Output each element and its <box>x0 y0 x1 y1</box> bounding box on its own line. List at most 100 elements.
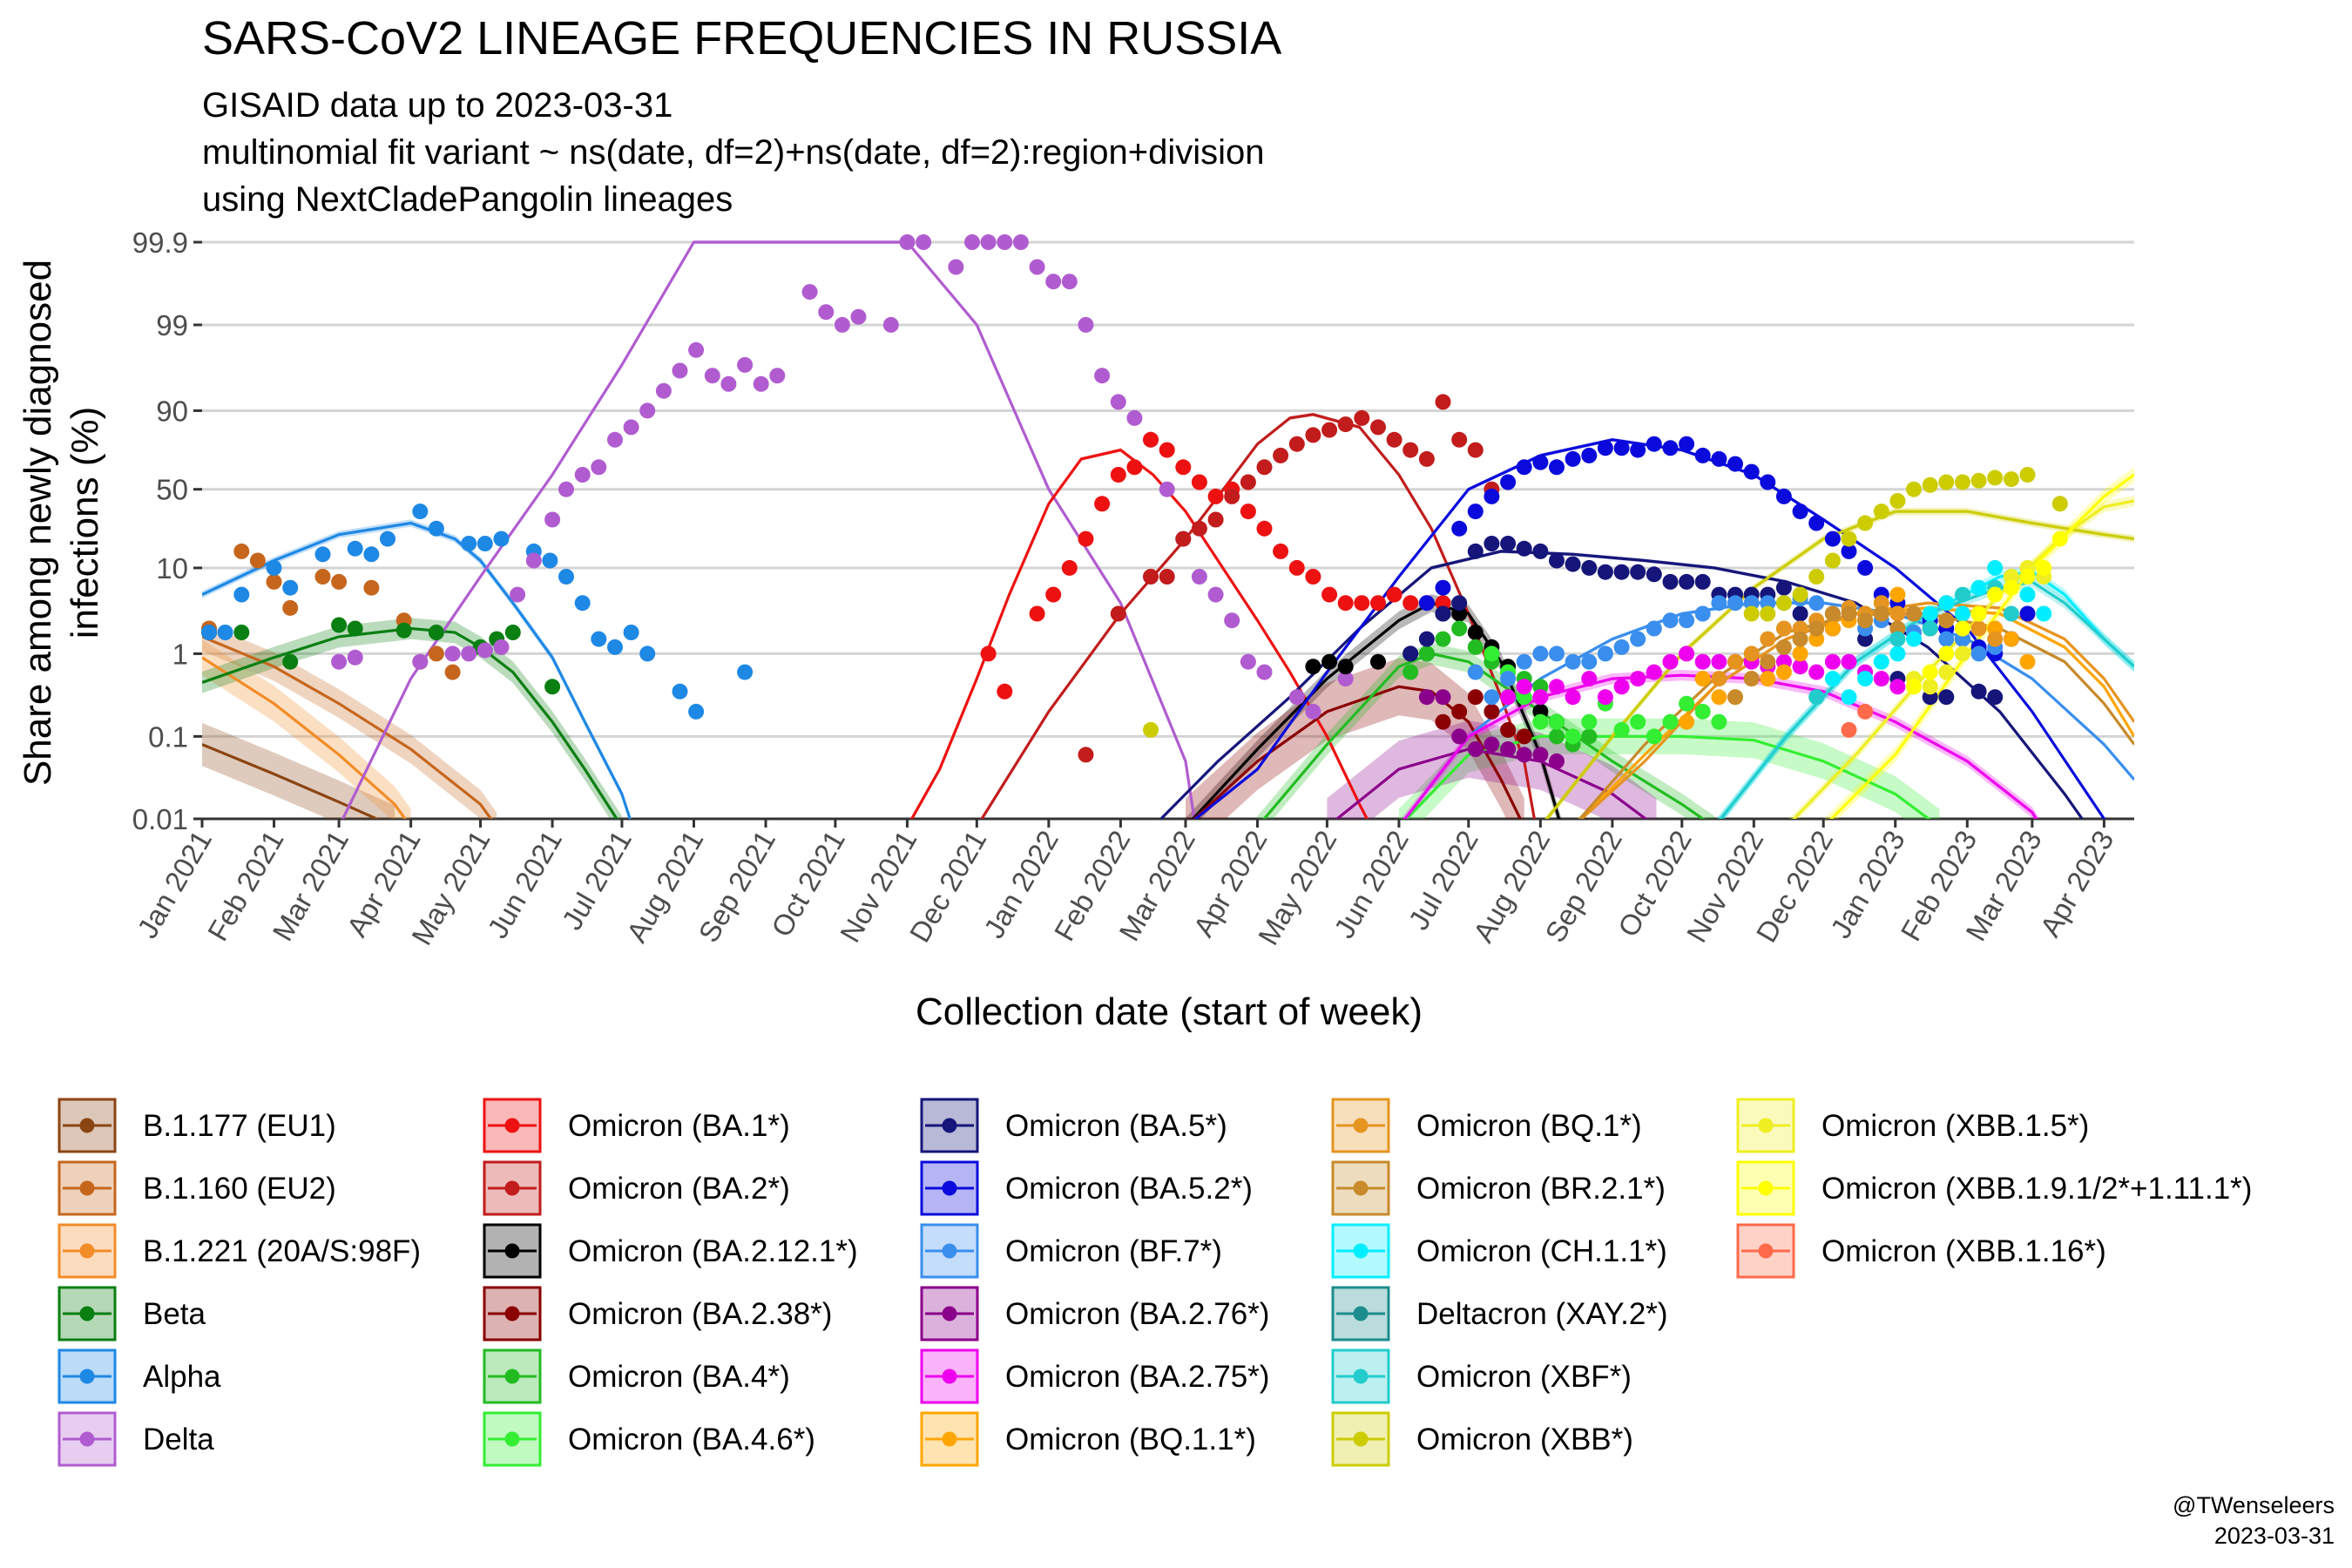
data-point <box>1532 454 1549 470</box>
data-point <box>1581 447 1598 463</box>
data-point <box>1256 664 1273 680</box>
data-point <box>1760 595 1776 612</box>
confidence-band <box>202 722 395 819</box>
data-point <box>1549 679 1565 695</box>
data-point <box>1500 741 1517 757</box>
data-point <box>331 617 348 633</box>
data-point <box>1500 671 1517 687</box>
data-point <box>1922 605 1938 622</box>
data-point <box>1418 689 1435 706</box>
data-point <box>1094 496 1111 512</box>
data-point <box>1110 605 1126 622</box>
data-point <box>1565 653 1581 670</box>
data-point <box>1694 703 1711 720</box>
legend-label: Delta <box>143 1423 214 1456</box>
data-point <box>1808 664 1825 680</box>
data-point <box>1370 419 1386 436</box>
data-point <box>655 382 672 399</box>
data-point <box>1841 543 1857 559</box>
data-point <box>753 375 769 392</box>
data-point <box>428 520 444 537</box>
data-point <box>1305 703 1321 720</box>
legend-key-point <box>504 1306 520 1321</box>
legend-label: Omicron (BA.2.76*) <box>1005 1297 1269 1331</box>
data-point <box>1775 595 1792 612</box>
data-point <box>1711 450 1727 467</box>
data-point <box>1435 579 1451 596</box>
data-point <box>1386 586 1402 603</box>
data-point <box>623 625 639 640</box>
data-point <box>1061 274 1078 290</box>
data-point <box>1808 620 1825 637</box>
legend-label: Omicron (BA.2.75*) <box>1005 1360 1269 1394</box>
data-point <box>1451 595 1468 612</box>
data-point <box>1484 488 1500 504</box>
y-axis: 0.01 0.1 1 10 50 90 99 99.9 <box>132 226 202 835</box>
data-point <box>1792 504 1808 520</box>
data-point <box>428 645 444 662</box>
data-point <box>1824 653 1841 670</box>
data-point <box>1565 556 1581 572</box>
legend-label: Omicron (XBF*) <box>1416 1360 1632 1394</box>
data-point <box>769 368 786 384</box>
data-point <box>1613 721 1630 738</box>
data-point <box>607 639 623 655</box>
credit-handle: @TWenseleers <box>2173 1492 2335 1518</box>
data-point <box>233 625 250 640</box>
data-point <box>1760 653 1776 670</box>
data-point <box>1516 679 1532 695</box>
fit-line <box>1262 652 1706 819</box>
data-point <box>1792 659 1808 675</box>
data-point <box>314 569 331 585</box>
data-point <box>1694 447 1711 463</box>
data-point <box>1029 259 1045 275</box>
data-point <box>1516 747 1532 763</box>
data-point <box>1484 645 1500 662</box>
data-point <box>1549 753 1565 769</box>
data-points <box>201 234 2068 769</box>
data-point <box>1207 511 1224 528</box>
data-point <box>1467 689 1484 706</box>
data-point <box>980 234 997 250</box>
data-point <box>1418 450 1435 467</box>
data-point <box>1045 586 1062 603</box>
data-point <box>476 536 493 551</box>
data-point <box>217 625 233 640</box>
confidence-band <box>1327 720 1657 819</box>
data-point <box>2019 605 2036 622</box>
data-point <box>1727 595 1743 612</box>
data-point <box>1760 631 1776 647</box>
data-point <box>1484 736 1500 753</box>
data-point <box>476 642 493 659</box>
data-point <box>1224 612 1240 629</box>
fit-line <box>341 240 1196 819</box>
data-point <box>1743 645 1760 662</box>
fit-line <box>202 656 407 819</box>
data-point <box>1516 459 1532 476</box>
data-point <box>834 316 850 333</box>
data-point <box>1808 569 1825 585</box>
data-point <box>412 653 429 670</box>
chart-title: SARS-CoV2 LINEAGE FREQUENCIES IN RUSSIA <box>202 12 1281 64</box>
data-point <box>737 356 754 373</box>
data-point <box>688 703 705 720</box>
data-point <box>1126 459 1143 476</box>
legend-label: Alpha <box>143 1360 221 1394</box>
legend-label: Omicron (BA.5.2*) <box>1005 1172 1253 1206</box>
data-point <box>1240 504 1256 520</box>
data-point <box>428 625 444 640</box>
data-point <box>1110 394 1126 410</box>
legend-label: Omicron (BA.1*) <box>568 1109 790 1143</box>
data-point <box>1938 689 1955 706</box>
data-point <box>1078 316 1094 333</box>
chart-subtitle-2: multinomial fit variant ~ ns(date, df=2)… <box>202 133 1265 172</box>
data-point <box>1288 436 1305 452</box>
data-point <box>1630 713 1646 730</box>
chart-subtitle-3: using NextCladePangolin lineages <box>202 180 733 219</box>
legend-key-point <box>942 1243 957 1259</box>
data-point <box>1549 552 1565 569</box>
data-point <box>1873 653 1889 670</box>
data-point <box>1955 620 1970 637</box>
data-point <box>1987 559 2004 576</box>
data-point <box>2036 559 2052 576</box>
